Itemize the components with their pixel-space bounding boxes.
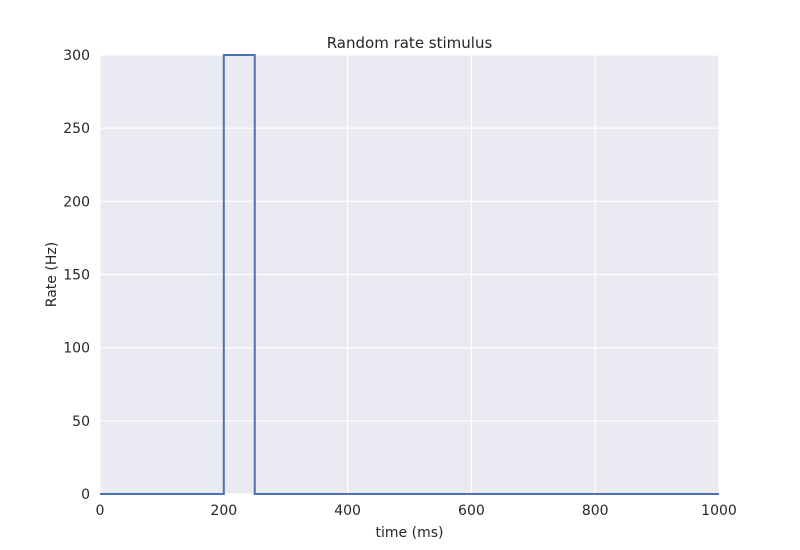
chart-title: Random rate stimulus [327, 34, 493, 52]
x-tick-label: 1000 [701, 503, 737, 519]
y-tick-label: 200 [63, 194, 90, 210]
y-tick-label: 300 [63, 48, 90, 64]
y-axis-ticks: 0 50 100 150 200 250 300 [63, 48, 90, 503]
series-line [100, 54, 719, 495]
y-tick-label: 250 [63, 121, 90, 137]
x-tick-label: 400 [334, 503, 361, 519]
x-axis-label: time (ms) [376, 525, 444, 541]
y-tick-label: 50 [72, 414, 90, 430]
y-tick-label: 150 [63, 268, 90, 284]
y-tick-label: 100 [63, 341, 90, 357]
y-tick-label: 0 [81, 487, 90, 503]
x-tick-label: 200 [210, 503, 237, 519]
x-axis-ticks: 0 200 400 600 800 1000 [96, 503, 737, 519]
x-tick-label: 0 [96, 503, 105, 519]
x-tick-label: 600 [458, 503, 485, 519]
x-tick-label: 800 [582, 503, 609, 519]
series-layer [100, 54, 719, 495]
y-axis-label: Rate (Hz) [44, 242, 60, 307]
